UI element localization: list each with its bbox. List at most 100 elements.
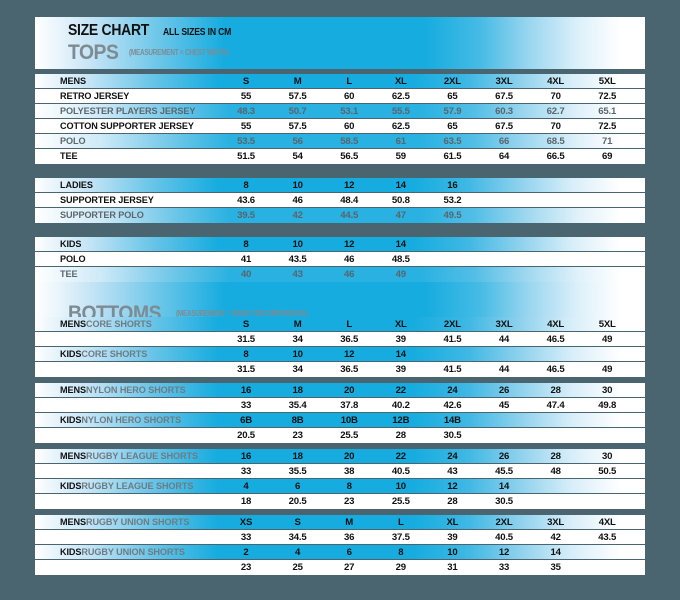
- tops-title-block: SIZE CHART ALL SIZES IN CM TOPS (MEASURE…: [68, 22, 254, 68]
- row-divider: [35, 529, 645, 530]
- data-row: SUPPORTER JERSEY 43.6 46 48.4 50.8 53.2: [35, 193, 645, 208]
- cell-value: 46: [344, 254, 355, 265]
- row-label: MENSRUGBY UNION SHORTS: [60, 515, 190, 530]
- row-values: 55 57.5 60 62.5 65 67.5 70 72.5: [35, 89, 645, 104]
- row-label: KIDS: [60, 237, 81, 252]
- cell-value: 8: [243, 180, 249, 191]
- cell-value: 2: [243, 547, 249, 558]
- data-row: TEE 40 43 46 49: [35, 267, 645, 282]
- cell-value: 8B: [291, 415, 304, 426]
- cell-value: 25.5: [391, 496, 410, 507]
- cell-value: 27: [344, 562, 355, 573]
- row-values: 20.5 23 25.5 28 30.5: [35, 428, 645, 443]
- cell-value: 70: [550, 121, 561, 132]
- cell-value: 16: [240, 451, 252, 462]
- section-note-tops: (MEASUREMENT = CHEST WIDTH): [129, 48, 229, 57]
- cell-value: 53.1: [340, 106, 359, 117]
- cell-value: 20: [344, 385, 355, 396]
- cell-value: 20: [344, 451, 355, 462]
- cell-value: 41: [240, 254, 252, 265]
- row-label-primary: KIDS: [60, 239, 82, 250]
- cell-value: 12: [344, 349, 355, 360]
- cell-value: 71: [602, 136, 613, 147]
- cell-value: 37.5: [391, 532, 410, 543]
- cell-value: 12: [344, 239, 355, 250]
- cell-value: 12: [498, 547, 510, 558]
- row-divider: [35, 118, 645, 119]
- cell-value: 33: [240, 532, 252, 543]
- cell-value: XL: [446, 517, 459, 528]
- cell-value: 64: [498, 151, 510, 162]
- cell-value: 39: [395, 364, 406, 375]
- row-divider: [35, 266, 645, 267]
- cell-value: 34: [292, 334, 303, 345]
- row-values: 48.3 50.7 53.1 55.5 57.9 60.3 62.7 65.1: [35, 104, 645, 119]
- cell-value: 24: [447, 451, 458, 462]
- cell-value: 20.5: [237, 430, 255, 441]
- cell-value: 72.5: [598, 91, 617, 102]
- row-divider: [35, 493, 645, 494]
- cell-value: 36.5: [340, 334, 359, 345]
- cell-value: 14: [395, 239, 406, 250]
- row-values: 51.5 54 56.5 59 61.5 64 66.5 69: [35, 149, 645, 164]
- cell-value: M: [293, 319, 302, 330]
- row-label: KIDSRUGBY LEAGUE SHORTS: [60, 479, 193, 494]
- cell-value: 4: [295, 547, 301, 558]
- cell-value: 18: [292, 385, 303, 396]
- cell-value: 34.5: [288, 532, 307, 543]
- row-divider: [35, 346, 645, 347]
- row-label-primary: TEE: [60, 269, 78, 280]
- cell-value: 58.5: [340, 136, 359, 147]
- row-label-primary: POLO: [60, 254, 86, 265]
- cell-value: 46: [344, 269, 355, 280]
- group-header-bottoms: MENSCORE SHORTS S M L XL 2XL 3XL 4XL 5XL: [35, 317, 645, 332]
- row-label-primary: MENS: [60, 517, 86, 528]
- cell-value: 50.8: [391, 195, 410, 206]
- cell-value: 16: [240, 385, 252, 396]
- cell-value: 18: [240, 496, 252, 507]
- cell-value: 25: [292, 562, 303, 573]
- section-title-tops: TOPS: [68, 41, 119, 64]
- row-label-primary: MENS: [60, 451, 86, 462]
- row-label-secondary: NYLON HERO SHORTS: [85, 385, 186, 396]
- cell-value: 50.7: [288, 106, 307, 117]
- cell-value: 49: [395, 269, 406, 280]
- data-row: POLYESTER PLAYERS JERSEY 48.3 50.7 53.1 55.5…: [35, 104, 645, 119]
- cell-value: 40.2: [391, 400, 410, 411]
- cell-value: 40.5: [495, 532, 513, 543]
- data-row: RETRO JERSEY 55 57.5 60 62.5 65 67.5 70 72.5: [35, 89, 645, 104]
- row-values: 55 57.5 60 62.5 65 67.5 70 72.5: [35, 119, 645, 134]
- cell-value: 26: [498, 451, 510, 462]
- cell-value: 14: [498, 481, 510, 492]
- data-row: 31.5 34 36.5 39 41.5 44 46.5 49: [35, 362, 645, 377]
- row-label-primary: TEE: [60, 151, 78, 162]
- cell-value: 41.5: [443, 334, 462, 345]
- cell-value: 57.5: [288, 91, 307, 102]
- cell-value: 65: [447, 91, 458, 102]
- row-values: S M L XL 2XL 3XL 4XL 5XL: [35, 74, 645, 89]
- cell-value: 14: [395, 180, 406, 191]
- cell-value: 62.7: [546, 106, 565, 117]
- cell-value: 59: [395, 151, 406, 162]
- cell-value: XL: [394, 76, 407, 87]
- cell-value: 45: [498, 400, 510, 411]
- cell-value: 43: [292, 269, 303, 280]
- row-label: SUPPORTER POLO: [60, 208, 144, 223]
- cell-value: 66: [498, 136, 510, 147]
- cell-value: 10: [395, 481, 406, 492]
- row-divider: [35, 427, 645, 428]
- cell-value: 42: [292, 210, 303, 221]
- cell-value: 28: [550, 451, 561, 462]
- row-label: KIDSCORE SHORTS: [60, 347, 147, 362]
- cell-value: 22: [395, 451, 406, 462]
- cell-value: 3XL: [495, 76, 513, 87]
- row-label: MENSRUGBY LEAGUE SHORTS: [60, 449, 198, 464]
- cell-value: S: [294, 517, 301, 528]
- cell-value: 8: [346, 481, 352, 492]
- cell-value: 48: [550, 466, 561, 477]
- cell-value: 2XL: [443, 76, 461, 87]
- row-label: KIDSNYLON HERO SHORTS: [60, 413, 181, 428]
- row-label-primary: LADIES: [60, 180, 93, 191]
- cell-value: 44: [498, 334, 510, 345]
